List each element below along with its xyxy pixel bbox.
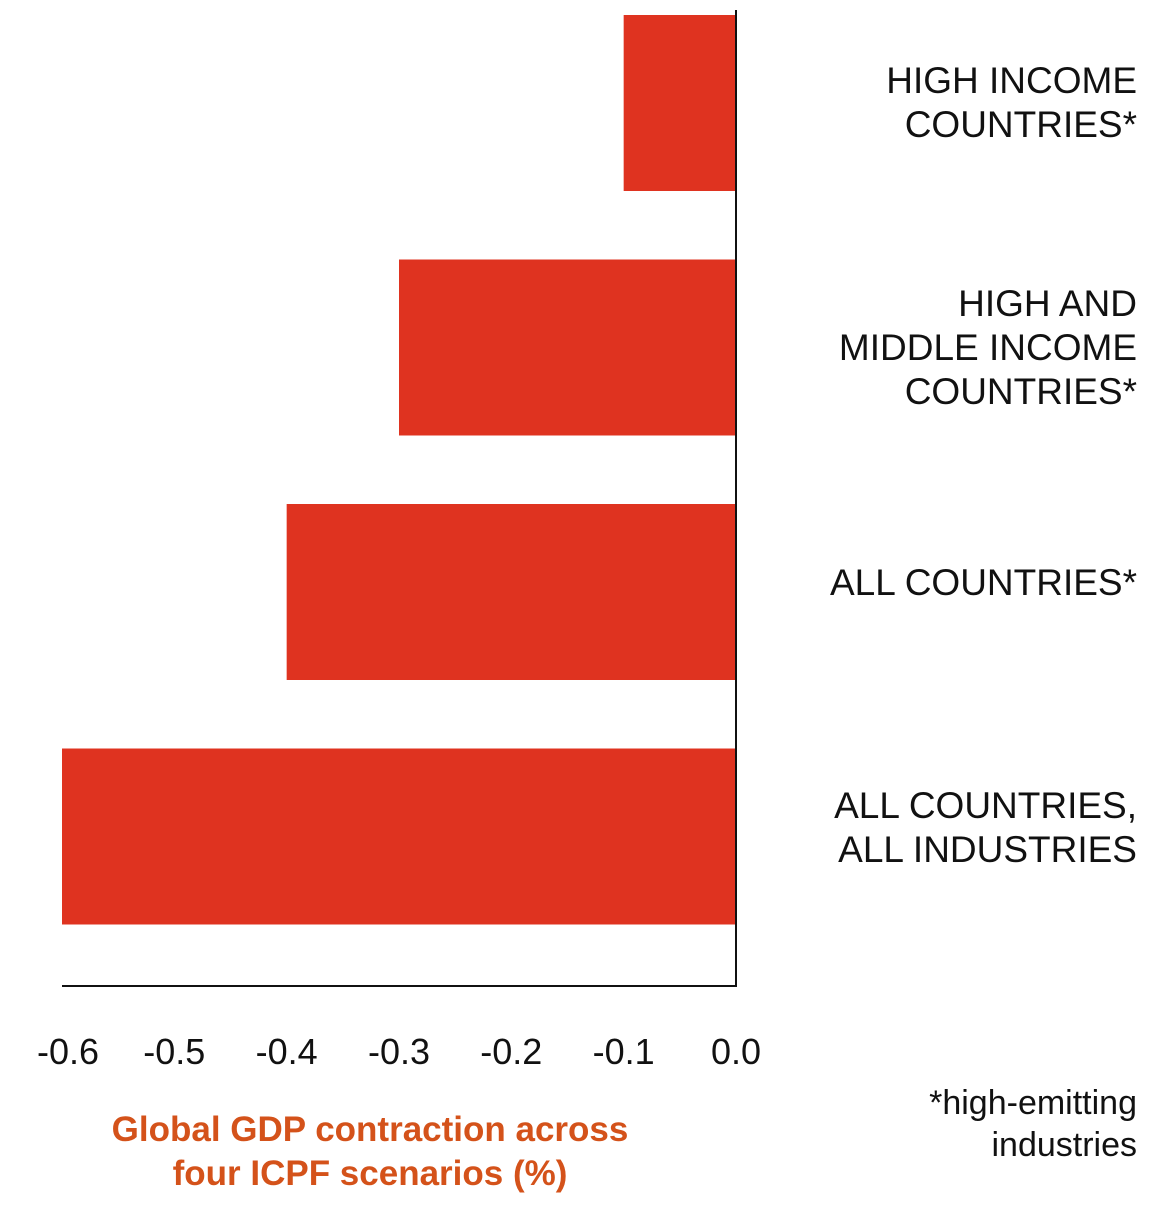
bar-3 [62, 748, 736, 925]
category-label: ALL COUNTRIES* [829, 562, 1137, 603]
x-axis-title: Global GDP contraction across four ICPF … [111, 1110, 629, 1193]
bars-group [62, 15, 736, 925]
x-tick-label: -0.3 [368, 1031, 430, 1072]
footnote: *high-emitting industries [929, 1084, 1137, 1164]
x-tick-label: -0.6 [37, 1031, 99, 1072]
bar-1 [399, 259, 736, 436]
x-tick-label: -0.4 [256, 1031, 318, 1072]
bar-0 [623, 15, 736, 191]
bar-2 [286, 504, 736, 680]
x-tick-label: 0.0 [711, 1031, 761, 1072]
x-tick-labels: -0.6 -0.5 -0.4 -0.3 -0.2 -0.1 0.0 [37, 1031, 761, 1072]
x-tick-label: -0.5 [143, 1031, 205, 1072]
x-tick-label: -0.1 [593, 1031, 655, 1072]
category-label: HIGH AND MIDDLE INCOME COUNTRIES* [838, 283, 1137, 412]
category-label: ALL COUNTRIES, ALL INDUSTRIES [834, 785, 1137, 870]
x-tick-label: -0.2 [480, 1031, 542, 1072]
category-label: HIGH INCOME COUNTRIES* [886, 60, 1137, 145]
